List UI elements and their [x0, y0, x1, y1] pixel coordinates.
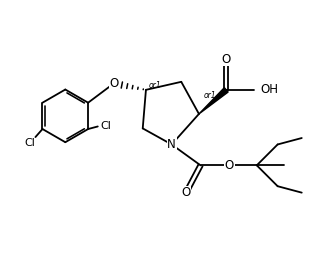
- Text: N: N: [167, 138, 176, 151]
- Text: O: O: [222, 53, 231, 66]
- Text: O: O: [181, 186, 191, 199]
- Text: or1: or1: [204, 91, 216, 100]
- Polygon shape: [199, 88, 228, 114]
- Text: or1: or1: [149, 81, 162, 89]
- Text: OH: OH: [260, 83, 278, 96]
- Text: Cl: Cl: [100, 121, 111, 132]
- Text: Cl: Cl: [25, 139, 36, 148]
- Text: O: O: [109, 77, 119, 90]
- Text: O: O: [225, 159, 234, 172]
